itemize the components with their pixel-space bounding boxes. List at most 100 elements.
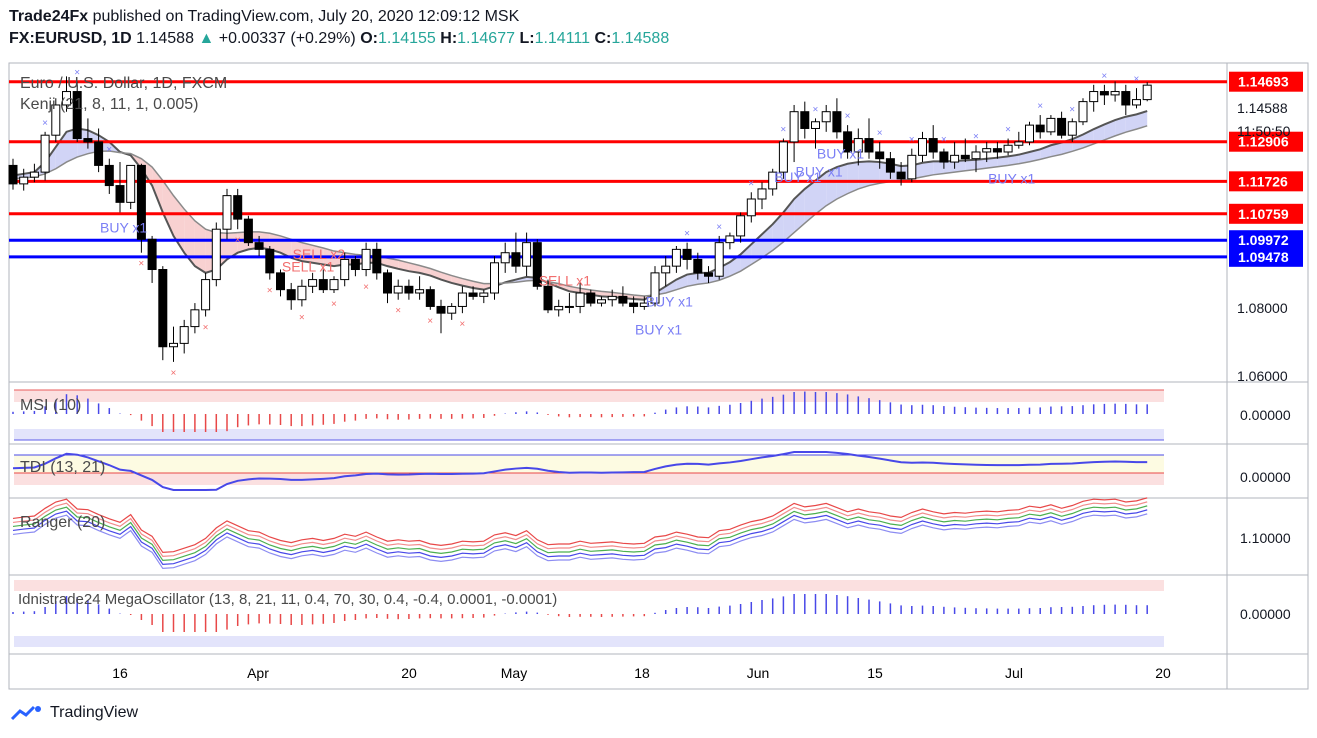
- buy-cross-mark: ×: [42, 118, 48, 129]
- kenji-cloud-segment: [687, 272, 698, 287]
- level-price-label: 1.09478: [1238, 249, 1289, 265]
- bull-candle: [500, 252, 510, 264]
- bull-candle: [211, 228, 221, 281]
- bull-candle: [597, 299, 606, 304]
- kenji-cloud-segment: [312, 245, 324, 265]
- buy-cross-mark: ×: [1134, 74, 1140, 85]
- megaosc-tick: 0.00000: [1240, 606, 1291, 622]
- kenji-cloud-segment: [269, 233, 281, 253]
- bear-candle: [436, 305, 446, 314]
- bull-candle: [329, 279, 339, 291]
- level-price-label: 1.12906: [1238, 134, 1289, 150]
- bull-candle: [29, 171, 39, 178]
- bear-candle: [254, 242, 264, 250]
- bull-candle: [918, 138, 927, 156]
- bear-candle: [265, 248, 275, 274]
- level-price-label: 1.14693: [1238, 74, 1289, 90]
- tdi-tick: 0.00000: [1240, 469, 1291, 485]
- x-label-may: May: [501, 665, 527, 681]
- bull-candle: [340, 258, 350, 281]
- candles: [8, 76, 1152, 362]
- bull-candle: [1142, 84, 1152, 101]
- kenji-cloud-segment: [933, 161, 944, 175]
- bear-candle: [1057, 117, 1067, 136]
- low-key: L:: [519, 30, 535, 47]
- buy-cross-mark: ×: [1005, 125, 1011, 136]
- bear-candle: [383, 272, 392, 294]
- kenji-cloud-segment: [152, 167, 163, 213]
- time-remaining-label: 11:50:50: [1237, 123, 1291, 139]
- footer: TradingView: [10, 703, 138, 723]
- buy-cross-mark: ×: [1069, 104, 1075, 115]
- bull-candle: [201, 279, 211, 311]
- level-badge: [1229, 230, 1303, 251]
- kenji-cloud-segment: [826, 167, 837, 206]
- indicator-panes: [12, 389, 1164, 647]
- kenji-cloud-segment: [1104, 120, 1116, 140]
- open-key: O:: [360, 30, 378, 47]
- bull-candle: [757, 188, 767, 200]
- bear-candle: [72, 91, 82, 140]
- sell-cross-mark: ×: [427, 316, 433, 327]
- bull-candle: [40, 134, 50, 173]
- bull-candle: [639, 302, 649, 307]
- signal-label: BUY x1: [646, 293, 693, 309]
- kenji-cloud-segment: [847, 162, 859, 194]
- msi-tick: 0.00000: [1240, 407, 1291, 423]
- sell-cross-mark: ×: [267, 286, 273, 297]
- sell-cross-mark: ×: [299, 312, 305, 323]
- bear-candle: [276, 272, 285, 291]
- tdi-band: [14, 455, 1164, 473]
- x-label-jun: Jun: [747, 665, 770, 681]
- bear-candle: [618, 295, 628, 304]
- buy-cross-mark: ×: [106, 145, 112, 156]
- signal-label: BUY x1: [100, 219, 147, 235]
- msi-upper-zone: [14, 390, 1164, 402]
- sell-cross-mark: ×: [363, 282, 369, 293]
- publish-info: published on TradingView.com, July 20, 2…: [92, 8, 520, 25]
- bear-candle: [704, 272, 713, 277]
- kenji-cloud-segment: [184, 209, 195, 267]
- signal-label: BUY x1: [817, 146, 864, 162]
- level-price-label: 1.10759: [1238, 206, 1289, 222]
- bear-candle: [83, 138, 93, 143]
- kenji-cloud-segment: [1115, 116, 1126, 136]
- main-title: Euro / U.S. Dollar, 1D, FXCM: [20, 75, 227, 92]
- buy-cross-mark: ×: [813, 104, 819, 115]
- megaosc-legend: Idnistrade24 MegaOscillator (13, 8, 21, …: [18, 591, 557, 608]
- buy-cross-mark: ×: [973, 131, 979, 142]
- x-label-jul: Jul: [1005, 665, 1023, 681]
- bull-candle: [811, 121, 820, 129]
- bull-candle: [1078, 101, 1088, 123]
- msi-lower-zone: [14, 429, 1164, 440]
- bull-candle: [650, 272, 660, 304]
- bull-candle: [564, 305, 574, 308]
- signal-label: BUY x1: [988, 170, 1035, 186]
- bull-candle: [1046, 117, 1056, 133]
- bull-candle: [714, 242, 724, 277]
- bear-candle: [158, 269, 168, 348]
- publisher-name[interactable]: Trade24Fx: [9, 8, 89, 25]
- level-price-label: 1.09972: [1238, 232, 1289, 248]
- bull-candle: [725, 235, 735, 244]
- bear-candle: [404, 285, 414, 294]
- footer-brand[interactable]: TradingView: [50, 704, 139, 721]
- bull-candle: [222, 195, 232, 230]
- bull-candle: [479, 292, 489, 297]
- ranger-upper-line: [12, 497, 1148, 554]
- price-tick-1: 1.08000: [1237, 300, 1288, 316]
- bull-candle: [1014, 141, 1024, 146]
- buy-cross-mark: ×: [74, 67, 80, 78]
- bull-candle: [789, 111, 799, 143]
- ranger-lower-line-2: [12, 513, 1148, 570]
- bear-candle: [104, 164, 114, 187]
- buy-cross-mark: ×: [1037, 101, 1043, 112]
- megaosc-upper-zone: [14, 580, 1164, 591]
- bull-candle: [19, 176, 29, 185]
- bear-candle: [425, 289, 435, 307]
- tdi-lower-zone: [14, 473, 1164, 485]
- bull-candle: [415, 289, 425, 294]
- bull-candle: [447, 305, 457, 314]
